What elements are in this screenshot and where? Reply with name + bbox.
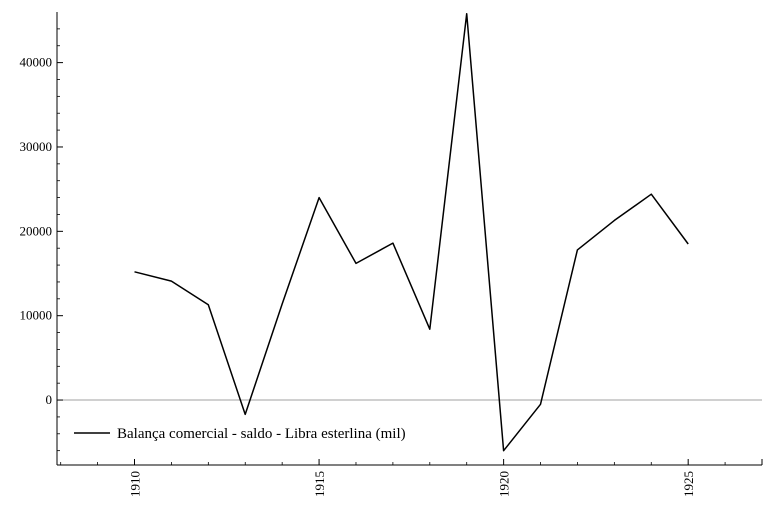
y-tick-label: 40000 (20, 55, 53, 70)
x-tick-label: 1915 (312, 471, 327, 497)
x-tick-label: 1910 (128, 471, 143, 497)
legend-label: Balança comercial - saldo - Libra esterl… (117, 426, 406, 442)
y-tick-label: 20000 (20, 223, 53, 238)
ticks: 0 10000 20000 30000 40000 1910 1915 1920 1925 (20, 28, 726, 497)
series-lines (134, 12, 689, 452)
x-tick-label: 1920 (497, 471, 512, 497)
y-tick-label: 0 (46, 392, 53, 407)
axes (56, 12, 763, 466)
x-tick-label: 1925 (681, 471, 696, 497)
y-tick-label: 10000 (20, 308, 53, 323)
legend: Balança comercial - saldo - Libra esterl… (74, 426, 406, 442)
series-line-0 (134, 12, 689, 452)
y-tick-label: 30000 (20, 139, 53, 154)
